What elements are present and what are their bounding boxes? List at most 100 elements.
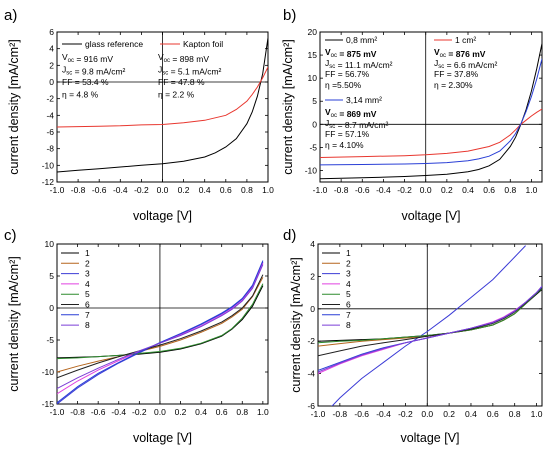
- x-axis-label: voltage [V]: [133, 431, 192, 445]
- x-tick-label: -0.4: [111, 407, 126, 417]
- series-line-7: [57, 260, 264, 404]
- annotation-line: Jsc = 11.1 mA/cm²: [325, 58, 393, 70]
- x-tick-label: -0.2: [134, 185, 149, 195]
- series-line-glass-reference: [57, 37, 268, 173]
- annotation-line: Jsc = 5.1 mA/cm²: [158, 65, 222, 77]
- y-tick-label: 2: [49, 60, 54, 70]
- annotation-line: Jsc = 6.6 mA/cm²: [434, 58, 498, 70]
- x-tick-label: -1.0: [311, 409, 326, 419]
- y-tick-label: -2: [46, 94, 54, 104]
- series-line-Kapton-foil: [57, 66, 268, 128]
- y-tick-label: 0: [310, 304, 315, 314]
- series-line-3: [331, 245, 526, 406]
- legend-label: 8: [346, 320, 351, 330]
- legend-label: 2: [85, 258, 90, 268]
- plot-frame: [317, 243, 543, 407]
- x-tick-label: -0.6: [92, 185, 107, 195]
- legend-label: 1: [346, 248, 351, 258]
- y-tick-label: -5: [309, 142, 317, 152]
- y-tick-label: 10: [308, 73, 318, 83]
- x-tick-label: 0.0: [420, 185, 432, 195]
- x-tick-label: 0.8: [241, 185, 253, 195]
- y-tick-label: 5: [312, 96, 317, 106]
- annotation-line: η =5.50%: [325, 80, 362, 90]
- x-tick-label: -0.2: [398, 409, 413, 419]
- legend-label: 1: [85, 248, 90, 258]
- annotation-line: FF = 53.4 %: [62, 77, 109, 87]
- y-axis-label: current density [mA/cm²]: [7, 39, 21, 174]
- series-line-6: [57, 274, 264, 379]
- y-tick-label: -15: [42, 399, 55, 409]
- annotation-line: η = 4.10%: [325, 140, 364, 150]
- legend-label: 1 cm²: [455, 35, 476, 45]
- legend-label: 2: [346, 258, 351, 268]
- x-tick-label: 0.4: [462, 185, 474, 195]
- y-tick-label: 15: [308, 50, 318, 60]
- x-tick-label: 0.2: [443, 409, 455, 419]
- series-group: [57, 260, 264, 404]
- x-tick-label: -1.0: [50, 407, 65, 417]
- series-group: [320, 43, 542, 180]
- y-tick-label: -6: [307, 401, 315, 411]
- x-axis-label: voltage [V]: [400, 431, 459, 445]
- y-axis-label: current density [mA/cm²]: [7, 256, 21, 391]
- legend-label: 3: [346, 269, 351, 279]
- x-axis-label: voltage [V]: [133, 209, 192, 223]
- annotation-line: η = 2.2 %: [158, 90, 195, 100]
- series-line-6: [318, 287, 542, 357]
- panel-label: c): [4, 227, 17, 244]
- annotation-line: Voc = 875 mV: [325, 47, 377, 59]
- annotation-line: FF = 47.8 %: [158, 77, 205, 87]
- y-tick-label: -4: [307, 369, 315, 379]
- series-group: [57, 37, 268, 173]
- x-tick-label: 0.2: [178, 185, 190, 195]
- x-tick-label: 0.0: [421, 409, 433, 419]
- panel-b: -1.0 -0.8 -0.6 -0.4 -0.2 0.0 0.2 0.4 0.6 0.8 1.0 -1…: [281, 7, 543, 223]
- legend-label: 6: [346, 300, 351, 310]
- plot-frame: [56, 243, 269, 405]
- x-tick-label: 0.6: [483, 185, 495, 195]
- y-tick-label: 20: [308, 27, 318, 37]
- legend-label: 8: [85, 320, 90, 330]
- x-tick-label: 0.0: [157, 185, 169, 195]
- x-tick-label: 0.8: [509, 409, 521, 419]
- x-tick-label: -0.4: [376, 409, 391, 419]
- panel-label: a): [4, 7, 17, 24]
- plot-frame: [319, 31, 543, 183]
- x-tick-label: -0.8: [333, 409, 348, 419]
- legend-label: 5: [346, 289, 351, 299]
- y-tick-label: -2: [307, 336, 315, 346]
- y-tick-label: -10: [305, 165, 318, 175]
- series-line-3-14-mm-: [320, 58, 542, 166]
- annotation-line: Voc = 916 mV: [62, 52, 113, 64]
- x-tick-label: 1.0: [526, 185, 538, 195]
- series-line-1-cm-: [320, 108, 542, 158]
- x-tick-label: 0.6: [216, 407, 228, 417]
- legend-label: glass reference: [85, 39, 143, 49]
- legend-label: 4: [85, 279, 90, 289]
- y-tick-label: 0: [49, 77, 54, 87]
- x-tick-label: -0.8: [334, 185, 349, 195]
- series-line-0-8-mm-: [320, 43, 542, 180]
- x-tick-label: -0.6: [354, 409, 369, 419]
- x-tick-label: 1.0: [257, 407, 269, 417]
- x-tick-label: -0.4: [376, 185, 391, 195]
- legend-label: 0,8 mm²: [346, 35, 377, 45]
- y-tick-label: -4: [46, 110, 54, 120]
- annotation-line: Voc = 898 mV: [158, 52, 209, 64]
- x-tick-label: -0.6: [91, 407, 106, 417]
- x-tick-label: -0.2: [132, 407, 147, 417]
- y-tick-label: 2: [310, 271, 315, 281]
- y-tick-label: 10: [45, 239, 55, 249]
- y-tick-label: -8: [46, 144, 54, 154]
- series-line-2: [57, 277, 264, 373]
- y-tick-label: -10: [42, 367, 55, 377]
- legend-label: 7: [85, 310, 90, 320]
- x-tick-label: -1.0: [313, 185, 328, 195]
- x-tick-label: 0.2: [441, 185, 453, 195]
- y-tick-label: 0: [49, 303, 54, 313]
- x-tick-label: 0.8: [504, 185, 516, 195]
- x-tick-label: -0.6: [355, 185, 370, 195]
- x-tick-label: -0.8: [71, 185, 86, 195]
